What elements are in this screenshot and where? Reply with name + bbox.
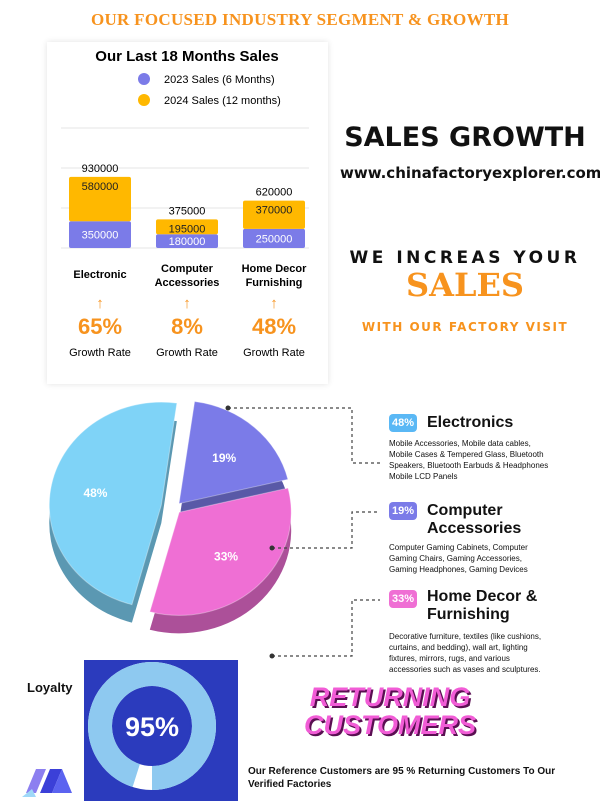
returning-title-line-1: RETURNING bbox=[309, 682, 471, 712]
segment-description-line: Gaming Headphones, Gaming Devices bbox=[389, 565, 528, 574]
growth-rate-label: Growth Rate bbox=[243, 347, 305, 359]
segment-badge: 48% bbox=[389, 414, 417, 432]
returning-customers-title: RETURNING CUSTOMERS bbox=[300, 683, 480, 739]
segment-description-line: Decorative furniture, textiles (like cus… bbox=[389, 632, 542, 641]
segment-description: Decorative furniture, textiles (like cus… bbox=[389, 631, 564, 675]
growth-value: 65% bbox=[78, 314, 122, 339]
segment-description-line: accessories such as vases and sculptures… bbox=[389, 665, 541, 674]
growth-arrow: ↑ bbox=[183, 295, 191, 312]
category-label: Computer bbox=[161, 263, 214, 275]
loyalty-label: Loyalty bbox=[27, 680, 73, 695]
segment-description-line: Computer Gaming Cabinets, Computer bbox=[389, 543, 528, 552]
factory-visit-tagline: WITH OUR FACTORY VISIT bbox=[361, 320, 569, 334]
bar-segment bbox=[69, 221, 131, 248]
sales-highlight: SALES bbox=[406, 266, 524, 304]
legend-label-2: 2024 Sales (12 months) bbox=[164, 95, 281, 107]
page-title: OUR FOCUSED INDUSTRY SEGMENT & GROWTH bbox=[90, 10, 510, 29]
segment-title-line: Computer bbox=[427, 502, 503, 519]
segment-description: Mobile Accessories, Mobile data cables, M… bbox=[389, 438, 564, 482]
leader-line bbox=[272, 599, 380, 657]
segment-badge: 19% bbox=[389, 502, 417, 520]
loyalty-percent: 95% bbox=[125, 712, 179, 742]
segment-title: Home Decor & Furnishing bbox=[427, 588, 537, 624]
total-label: 375000 bbox=[169, 205, 206, 217]
category-label: Electronic bbox=[73, 269, 126, 281]
data-label: 370000 bbox=[256, 205, 293, 217]
total-label: 620000 bbox=[256, 187, 293, 199]
segment-title-line: Accessories bbox=[427, 520, 522, 537]
segment-title: Computer Accessories bbox=[427, 502, 521, 538]
segment-title-line: Electronics bbox=[427, 414, 514, 431]
growth-value: 8% bbox=[171, 314, 203, 339]
segment-description: Computer Gaming Cabinets, Computer Gaming… bbox=[389, 542, 564, 575]
increase-tagline: WE INCREAS YOUR bbox=[349, 248, 581, 268]
data-label: 250000 bbox=[256, 233, 293, 245]
pie-label: 19% bbox=[212, 451, 236, 465]
segment-badge: 33% bbox=[389, 590, 417, 608]
loyalty-donut: 95% bbox=[88, 662, 216, 790]
bar-segment bbox=[156, 219, 218, 235]
segment-description-line: Mobile LCD Panels bbox=[389, 472, 458, 481]
total-label: 930000 bbox=[82, 163, 119, 175]
bar-segment bbox=[69, 176, 131, 222]
segment-title-line: Home Decor & bbox=[427, 588, 538, 605]
segment-description-line: curtains, and bedding), wall art, lighti… bbox=[389, 643, 528, 652]
legend-label-1: 2023 Sales (6 Months) bbox=[164, 74, 275, 86]
growth-value: 48% bbox=[252, 314, 296, 339]
category-label: Home Decor bbox=[242, 263, 308, 275]
leader-dot bbox=[269, 545, 275, 551]
pie-label: 33% bbox=[214, 550, 238, 564]
growth-arrow: ↑ bbox=[96, 295, 104, 312]
growth-rate-label: Growth Rate bbox=[156, 347, 218, 359]
sales-bar-chart: Our Last 18 Months Sales 2023 Sales (6 Mo… bbox=[61, 48, 309, 359]
legend-swatch-2 bbox=[138, 94, 150, 106]
segment-description-line: Mobile Cases & Tempered Glass, Bluetooth bbox=[389, 450, 544, 459]
bar-segment bbox=[243, 200, 305, 229]
sales-growth-heading: SALES GROWTH bbox=[344, 122, 586, 153]
pie-slice bbox=[48, 401, 178, 606]
leader-dot bbox=[269, 653, 275, 659]
chart-title: Our Last 18 Months Sales bbox=[95, 48, 278, 65]
leader-line bbox=[228, 407, 380, 464]
segment-description-line: Mobile Accessories, Mobile data cables, bbox=[389, 439, 531, 448]
segment-title-line: Furnishing bbox=[427, 606, 510, 623]
category-label: Accessories bbox=[155, 277, 220, 289]
loyalty-caption: Our Reference Customers are 95 % Returni… bbox=[248, 766, 556, 790]
segment-title: Electronics bbox=[427, 414, 513, 432]
donut-fill bbox=[88, 662, 216, 790]
brand-logo-icon bbox=[22, 769, 72, 797]
returning-title-line-2: CUSTOMERS bbox=[303, 710, 477, 740]
segment-pie-chart: 48% 19% 33% bbox=[48, 400, 380, 659]
pie-label: 48% bbox=[83, 486, 107, 500]
data-label: 195000 bbox=[169, 223, 206, 235]
category-label: Furnishing bbox=[246, 277, 303, 289]
data-label: 180000 bbox=[169, 236, 206, 248]
growth-rate-label: Growth Rate bbox=[69, 347, 131, 359]
bar-segment bbox=[243, 228, 305, 248]
segment-description-line: Speakers, Bluetooth Earbuds & Headphones bbox=[389, 461, 549, 470]
donut-center bbox=[114, 688, 190, 764]
data-label: 350000 bbox=[82, 230, 119, 242]
pie-slice bbox=[149, 487, 292, 616]
segment-description-line: Gaming Chairs, Gaming Accessories, bbox=[389, 554, 522, 563]
legend-swatch-1 bbox=[138, 73, 150, 85]
data-label: 580000 bbox=[82, 181, 119, 193]
website-link[interactable]: www.chinafactoryexplorer.com bbox=[340, 164, 600, 182]
leader-line bbox=[272, 511, 380, 549]
pie-slice bbox=[178, 400, 289, 505]
sales-chart-card: Our Last 18 Months Sales 2023 Sales (6 Mo… bbox=[47, 42, 328, 384]
segment-description-line: fixtures, mirrors, rugs, and various bbox=[389, 654, 510, 663]
growth-arrow: ↑ bbox=[270, 295, 278, 312]
leader-dot bbox=[225, 405, 231, 411]
bar-segment bbox=[156, 234, 218, 248]
